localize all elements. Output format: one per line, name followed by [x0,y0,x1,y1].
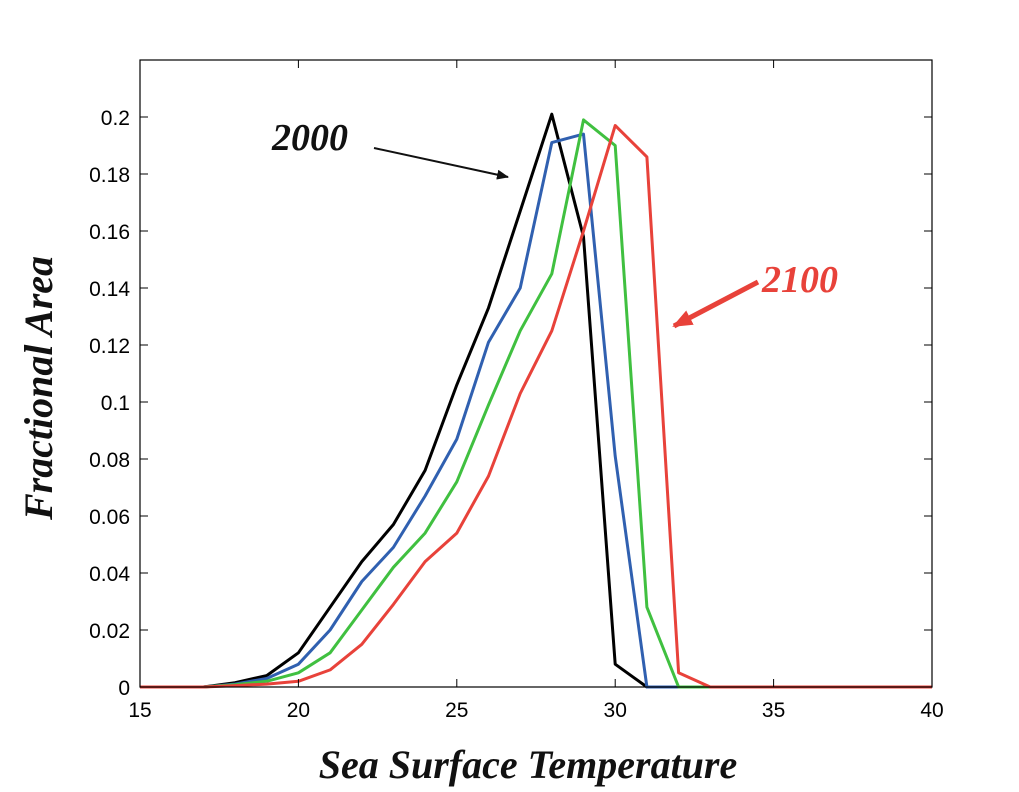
annotation-label-2000: 2000 [271,117,348,159]
y-tick-label: 0.14 [89,278,130,301]
x-axis-title: Sea Surface Temperature [319,742,738,787]
y-tick-label: 0.04 [89,563,130,586]
series-line-0 [140,112,932,689]
x-tick-label: 20 [287,699,310,722]
y-tick-label: 0.06 [89,506,130,529]
y-tick-label: 0.18 [89,164,130,187]
y-tick-label: 0.16 [89,221,130,244]
x-tick-label: 35 [762,699,785,722]
series-layer [140,112,932,689]
y-tick-label: 0.1 [101,392,130,415]
plot-frame [139,59,933,688]
y-tick-label: 0.02 [89,620,130,643]
y-axis-title: Fractional Area [16,256,61,521]
y-tick-label: 0.08 [89,449,130,472]
x-tick-label: 15 [128,699,151,722]
annotation-arrow-2100 [672,279,760,329]
annotation-arrow-2000 [373,147,509,180]
y-tick-label: 0.12 [89,335,130,358]
x-tick-label: 40 [920,699,943,722]
y-tick-label: 0.2 [101,107,130,130]
y-tick-label: 0 [118,677,130,700]
x-tick-label: 25 [445,699,468,722]
series-line-1 [140,132,932,689]
tick-layer: 15 20 25 30 35 40 0 0.02 0.04 0.06 0.08 0.1 0.12 0.14… [89,60,944,722]
annotation-label-2100: 2100 [761,259,838,301]
x-tick-label: 30 [604,699,627,722]
series-line-2 [140,118,932,689]
